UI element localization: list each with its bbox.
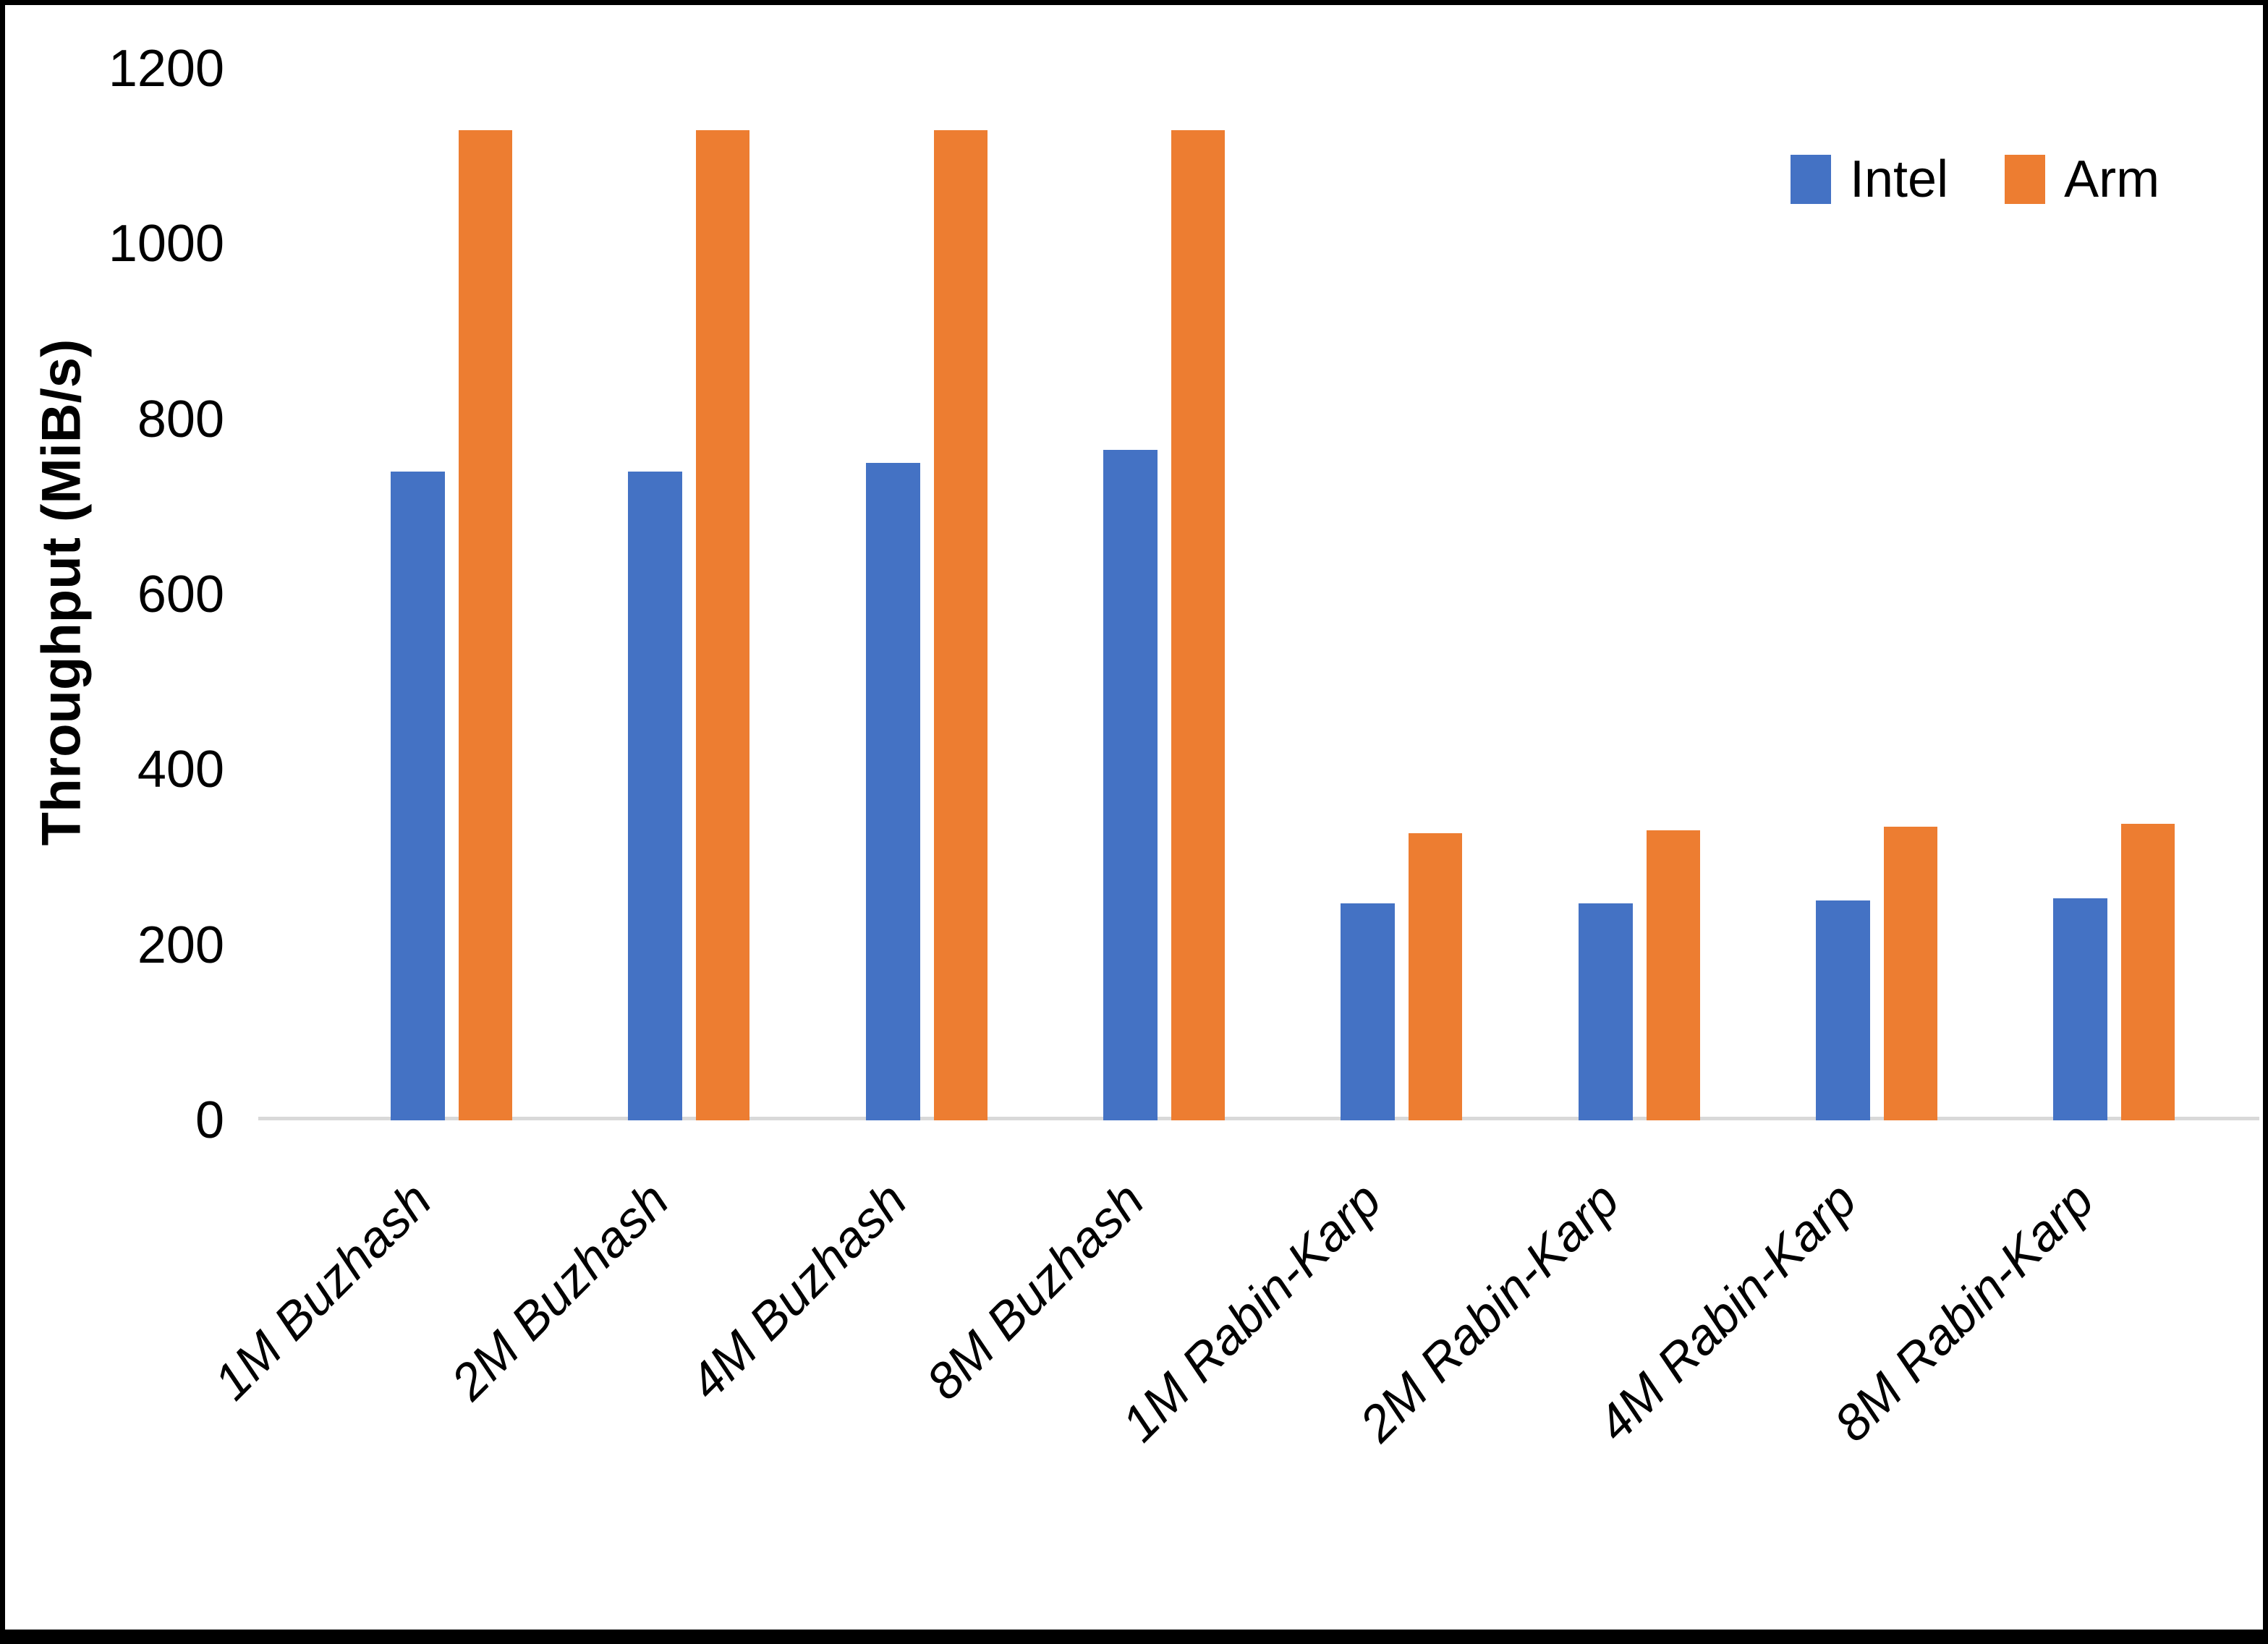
legend-label-intel: Intel — [1850, 150, 1949, 208]
bar-intel-2m-buzhash — [628, 472, 683, 1120]
bar-arm-1m-buzhash — [459, 130, 512, 1120]
x-tick-label-4m-buzhash: 4M Buzhash — [678, 1171, 917, 1411]
bar-intel-1m-rabin-karp — [1341, 903, 1396, 1120]
x-tick-label-1m-buzhash: 1M Buzhash — [203, 1171, 442, 1411]
y-tick-label-200: 200 — [137, 916, 224, 974]
bar-intel-8m-buzhash — [1103, 450, 1158, 1120]
y-tick-label-1000: 1000 — [108, 215, 224, 273]
bar-arm-8m-rabin-karp — [2121, 824, 2175, 1120]
y-tick-label-400: 400 — [137, 741, 224, 798]
y-tick-label-1200: 1200 — [108, 40, 224, 98]
x-tick-label-2m-buzhash: 2M Buzhash — [440, 1171, 680, 1411]
y-tick-label-0: 0 — [195, 1091, 224, 1149]
bar-arm-2m-rabin-karp — [1646, 830, 1700, 1120]
bar-intel-4m-buzhash — [865, 463, 920, 1120]
bar-intel-1m-buzhash — [391, 472, 445, 1120]
bar-arm-4m-rabin-karp — [1883, 827, 1937, 1120]
bar-arm-1m-rabin-karp — [1409, 833, 1463, 1120]
bar-intel-2m-rabin-karp — [1578, 903, 1633, 1120]
legend-item-arm: Arm — [2005, 153, 2159, 205]
x-axis-line — [258, 1117, 2259, 1120]
arm-series-swatch-icon — [2005, 155, 2046, 204]
bar-arm-8m-buzhash — [1171, 130, 1225, 1120]
y-axis-title: Throughput (MiB/s) — [30, 338, 93, 846]
bar-intel-8m-rabin-karp — [2053, 898, 2108, 1120]
legend: Intel Arm — [1791, 153, 2159, 205]
bar-arm-2m-buzhash — [696, 130, 750, 1120]
legend-label-arm: Arm — [2064, 150, 2160, 208]
x-tick-label-8m-buzhash: 8M Buzhash — [915, 1171, 1155, 1411]
intel-series-swatch-icon — [1791, 155, 1831, 204]
legend-item-intel: Intel — [1791, 153, 1948, 205]
bar-arm-4m-buzhash — [933, 130, 988, 1120]
y-tick-label-600: 600 — [137, 566, 224, 623]
y-tick-label-800: 800 — [137, 391, 224, 448]
bar-intel-4m-rabin-karp — [1815, 900, 1870, 1120]
